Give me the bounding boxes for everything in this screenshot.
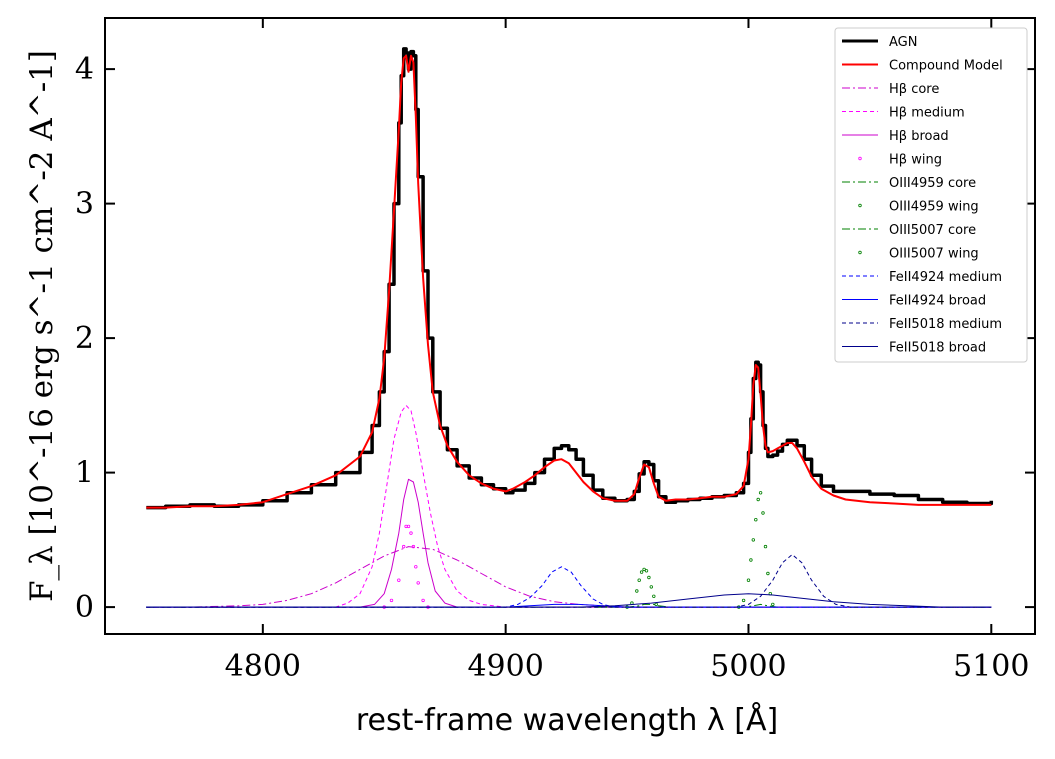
legend-items: AGN Compound Model Hβ core Hβ medium Hβ broa… <box>842 35 1003 356</box>
legend-label: OIII5007 core <box>889 223 976 238</box>
series-oiii4959-wing-point <box>642 567 646 572</box>
legend-box <box>834 27 1028 363</box>
series-oiii5007-wing-point <box>761 511 765 515</box>
series-oiii4959-wing-point <box>644 569 649 573</box>
legend-label: Hβ core <box>889 82 939 97</box>
legend-label: FeII5018 medium <box>889 317 1002 332</box>
y-tick-label: 2 <box>75 321 94 356</box>
series-oiii4959-wing-point <box>649 585 653 589</box>
legend-label: Hβ broad <box>889 129 949 144</box>
x-tick-label: 5100 <box>953 649 1029 684</box>
series-hbeta-wing-point <box>397 578 401 582</box>
y-tick-label: 4 <box>75 52 94 87</box>
y-tick-label: 3 <box>75 187 94 222</box>
legend-label: Hβ wing <box>889 153 942 168</box>
legend-item-hbeta-medium: Hβ medium <box>842 106 965 121</box>
legend-label: Compound Model <box>889 59 1003 74</box>
series-hbeta-wing-point <box>389 598 394 603</box>
series-hbeta-broad-line <box>146 478 992 608</box>
series-compound-model <box>146 54 992 509</box>
series-oiii5007-wing-point <box>771 602 775 607</box>
legend-item-feii4924-broad: FeII4924 broad <box>842 294 986 309</box>
legend-item-feii4924-medium: FeII4924 medium <box>842 270 1002 285</box>
legend-label: Hβ medium <box>889 106 965 121</box>
series-oiii5007-wing-point <box>766 571 770 576</box>
legend-item-feii5018-medium: FeII5018 medium <box>842 317 1002 332</box>
series-oiii4959-wing-point <box>647 575 651 580</box>
series-hbeta-wing-point <box>416 581 420 585</box>
series-hbeta-wing-point <box>414 565 418 569</box>
series-hbeta-core-line <box>146 546 992 608</box>
ticks-layer: 4800 4900 5000 5100 0 1 2 3 4 <box>75 18 1035 684</box>
x-tick-label: 5000 <box>710 649 786 684</box>
x-tick-label: 4900 <box>467 649 543 684</box>
legend-marker <box>858 156 862 161</box>
series-oiii5007-wing-point <box>751 538 755 542</box>
y-tick-label: 0 <box>75 590 94 625</box>
series-compound-model-line <box>146 54 992 509</box>
series-hbeta-wing-point <box>402 544 406 549</box>
legend-item-hbeta-core: Hβ core <box>842 82 939 97</box>
series-hbeta-wing-point <box>411 544 416 549</box>
legend-label: FeII4924 broad <box>889 294 986 309</box>
series-feii4924-medium-line <box>146 566 992 608</box>
series-hbeta-medium <box>146 404 992 608</box>
series-oiii5007-wing-point <box>756 497 760 502</box>
series-oiii5007-wing <box>737 491 775 609</box>
series-oiii4959-wing-point <box>637 578 641 582</box>
series-feii5018-medium-line <box>146 554 992 608</box>
series-agn <box>146 47 994 510</box>
legend-item-oiii5007-wing: OIII5007 wing <box>858 247 979 262</box>
legend-item-oiii5007-core: OIII5007 core <box>842 223 976 238</box>
series-oiii4959-wing-point <box>654 602 658 607</box>
legend: AGN Compound Model Hβ core Hβ medium Hβ broa… <box>834 27 1028 363</box>
legend-item-hbeta-broad: Hβ broad <box>842 129 949 144</box>
series-layer <box>146 47 994 609</box>
series-oiii5007-wing-point <box>758 491 763 495</box>
legend-label: OIII4959 core <box>889 176 976 191</box>
x-axis-label: rest-frame wavelength λ [Å] <box>356 702 778 738</box>
series-hbeta-medium-line <box>146 404 992 608</box>
plot-frame <box>104 17 1036 635</box>
legend-label: OIII4959 wing <box>889 200 979 215</box>
series-oiii5007-wing-point <box>746 578 751 582</box>
legend-item-oiii4959-wing: OIII4959 wing <box>858 200 979 215</box>
series-oiii5007-wing-point <box>763 544 768 549</box>
series-oiii4959-wing-point <box>639 570 644 574</box>
legend-item-feii5018-broad: FeII5018 broad <box>842 341 986 356</box>
series-feii5018-broad <box>146 593 992 608</box>
series-hbeta-wing-point <box>409 531 413 535</box>
series-oiii5007-wing-point <box>741 598 746 603</box>
series-oiii4959-wing-point <box>652 594 656 598</box>
legend-item-compound-model: Compound Model <box>842 59 1003 74</box>
y-tick-label: 1 <box>75 456 94 491</box>
legend-label: AGN <box>889 35 917 50</box>
legend-label: FeII5018 broad <box>889 341 986 356</box>
legend-item-oiii4959-core: OIII4959 core <box>842 176 976 191</box>
series-hbeta-wing-point <box>421 598 425 603</box>
series-oiii5007-wing-point <box>754 518 758 522</box>
series-feii4924-medium <box>146 566 992 608</box>
series-oiii4959-wing-point <box>635 589 639 593</box>
x-tick-label: 4800 <box>225 649 301 684</box>
series-oiii5007-wing-point <box>749 558 753 562</box>
series-feii5018-broad-line <box>146 593 992 608</box>
legend-item-hbeta-wing: Hβ wing <box>858 153 942 168</box>
legend-item-agn: AGN <box>842 35 917 50</box>
legend-label: OIII5007 wing <box>889 247 979 262</box>
series-agn-line <box>146 47 994 510</box>
legend-marker <box>858 203 862 208</box>
series-feii5018-medium <box>146 554 992 608</box>
y-axis-label: F_λ [10^-16 erg s^-1 cm^-2 A^-1] <box>24 50 60 602</box>
series-hbeta-broad <box>146 478 992 608</box>
legend-label: FeII4924 medium <box>889 270 1002 285</box>
series-hbeta-core <box>146 546 992 608</box>
series-hbeta-wing-point <box>406 524 411 529</box>
legend-marker <box>858 250 862 255</box>
